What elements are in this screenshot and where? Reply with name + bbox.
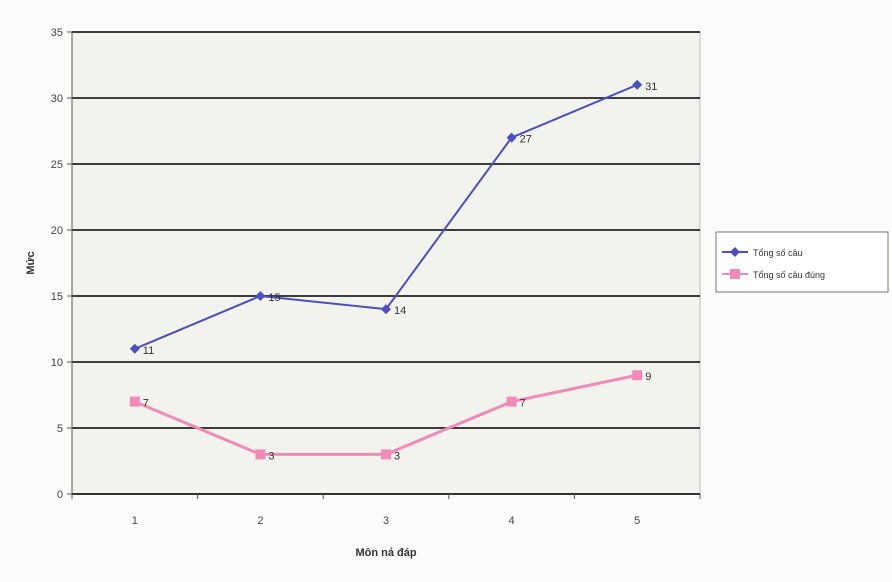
y-tick-label: 30 <box>51 93 63 105</box>
series-2: 7 3 3 7 9 <box>129 370 651 462</box>
data-label: 7 <box>520 398 526 410</box>
data-label: 15 <box>268 292 280 304</box>
plot-area <box>71 31 701 495</box>
legend-box <box>715 231 889 293</box>
legend-item: Tổng số câu <box>722 247 803 258</box>
x-tick-label: 2 <box>257 515 263 527</box>
data-point <box>255 449 266 460</box>
gridlines <box>72 31 700 429</box>
y-tick-label: 20 <box>51 225 63 237</box>
data-point <box>255 291 266 301</box>
data-label: 3 <box>394 450 400 462</box>
data-point <box>381 449 391 460</box>
data-label: 3 <box>268 450 274 462</box>
data-label: 7 <box>143 398 149 410</box>
x-tick-label: 4 <box>509 515 515 527</box>
x-tick-label: 3 <box>383 515 389 527</box>
y-tick-label: 0 <box>57 489 63 501</box>
data-point <box>381 304 391 315</box>
data-label: 31 <box>645 81 657 93</box>
legend-swatch-marker <box>730 269 740 279</box>
legend-label: Tổng số câu đúng <box>753 270 825 280</box>
y-tick-label: 5 <box>57 423 63 435</box>
data-label: 27 <box>520 134 532 146</box>
data-point <box>506 132 517 143</box>
legend-item: Tổng số câu đúng <box>722 269 825 280</box>
data-point <box>632 79 643 90</box>
y-tick-label: 10 <box>51 357 63 369</box>
x-axis-title: Môn nả đáp <box>355 547 416 559</box>
x-tick-label: 1 <box>132 515 138 527</box>
legend: Tổng số câu Tổng số câu đúng <box>715 231 889 293</box>
legend-label: Tổng số câu <box>753 248 803 258</box>
y-tick-label: 35 <box>51 27 63 39</box>
series-layer: 11 15 14 27 31 7 3 3 7 9 <box>129 79 657 462</box>
data-label: 9 <box>645 371 651 383</box>
y-axis: 0 5 10 15 20 25 30 35 <box>51 27 73 501</box>
data-label: 11 <box>143 345 154 357</box>
x-tick-label: 5 <box>634 515 640 527</box>
data-point <box>129 343 140 354</box>
y-tick-label: 25 <box>51 159 63 171</box>
data-point <box>129 396 140 407</box>
series-1: 11 15 14 27 31 <box>129 79 657 357</box>
y-axis-title: Mức <box>25 251 37 274</box>
y-tick-label: 15 <box>51 291 63 303</box>
x-axis: 1 2 3 4 5 <box>71 493 701 527</box>
data-point <box>632 370 643 381</box>
data-label: 14 <box>394 305 406 317</box>
data-point <box>506 396 517 407</box>
legend-swatch-marker <box>730 247 740 257</box>
